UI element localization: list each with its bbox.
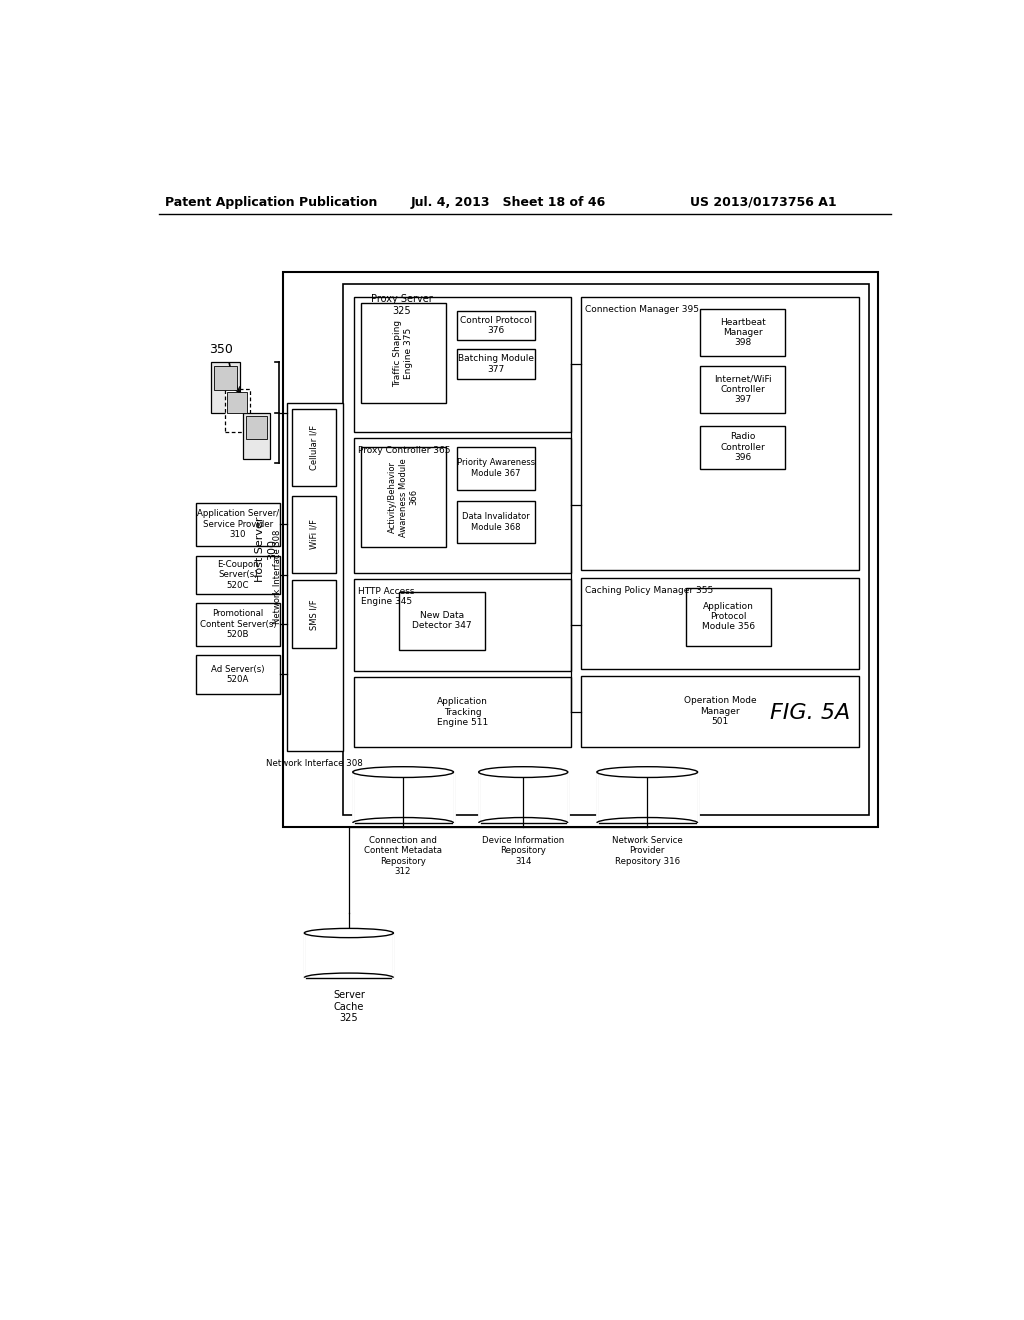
Bar	[354, 677, 571, 747]
Text: Operation Mode
Manager
501: Operation Mode Manager 501	[684, 697, 757, 726]
FancyBboxPatch shape	[225, 389, 250, 432]
Text: Internet/WiFi
Controller
397: Internet/WiFi Controller 397	[714, 375, 771, 404]
Text: Network Interface 308: Network Interface 308	[266, 759, 364, 768]
Ellipse shape	[304, 928, 393, 937]
Bar	[197, 503, 280, 545]
Text: Application
Protocol
Module 356: Application Protocol Module 356	[702, 602, 755, 631]
FancyBboxPatch shape	[243, 412, 270, 459]
Text: Application
Tracking
Engine 511: Application Tracking Engine 511	[437, 697, 488, 727]
Bar	[304, 933, 393, 978]
Text: Traffic Shaping
Engine 375: Traffic Shaping Engine 375	[393, 319, 413, 387]
Text: 350: 350	[209, 343, 232, 356]
Bar	[686, 589, 771, 645]
Text: Activity/Behavior
Awareness Module
366: Activity/Behavior Awareness Module 366	[388, 458, 418, 536]
Text: E-Coupon
Server(s)
520C: E-Coupon Server(s) 520C	[217, 560, 259, 590]
Bar	[582, 578, 859, 669]
Text: Data Invalidator
Module 368: Data Invalidator Module 368	[462, 512, 530, 532]
Text: Radio
Controller
396: Radio Controller 396	[720, 432, 765, 462]
Text: HTTP Access
Engine 345: HTTP Access Engine 345	[358, 586, 415, 606]
Bar	[292, 409, 337, 487]
FancyBboxPatch shape	[211, 363, 241, 412]
Text: Ad Server(s)
520A: Ad Server(s) 520A	[211, 664, 265, 684]
Bar	[292, 581, 337, 648]
Text: Network Interface 308: Network Interface 308	[273, 531, 282, 624]
Text: Server
Cache
325: Server Cache 325	[333, 990, 365, 1023]
Bar	[283, 272, 879, 826]
Text: Priority Awareness
Module 367: Priority Awareness Module 367	[457, 458, 536, 478]
Bar	[352, 772, 454, 822]
Text: US 2013/0173756 A1: US 2013/0173756 A1	[690, 195, 837, 209]
Bar	[458, 502, 535, 544]
Bar	[700, 366, 785, 412]
Text: Application Server/
Service Provider
310: Application Server/ Service Provider 310	[197, 510, 280, 539]
Bar	[292, 496, 337, 573]
Text: Batching Module
377: Batching Module 377	[458, 354, 535, 374]
Text: Cellular I/F: Cellular I/F	[309, 425, 318, 470]
Text: New Data
Detector 347: New Data Detector 347	[412, 611, 472, 630]
Bar	[354, 578, 571, 671]
Text: Heartbeat
Manager
398: Heartbeat Manager 398	[720, 318, 766, 347]
Bar	[399, 591, 484, 649]
Bar	[458, 312, 535, 341]
Text: Connection and
Content Metadata
Repository
312: Connection and Content Metadata Reposito…	[365, 836, 442, 876]
Text: Proxy Server
325: Proxy Server 325	[371, 294, 432, 315]
Bar	[582, 297, 859, 570]
Text: Proxy Controller 365: Proxy Controller 365	[358, 446, 451, 454]
Text: Control Protocol
376: Control Protocol 376	[460, 315, 532, 335]
Bar	[227, 392, 248, 412]
Bar	[700, 309, 785, 355]
Text: Promotional
Content Server(s)
520B: Promotional Content Server(s) 520B	[200, 610, 276, 639]
Bar	[197, 556, 280, 594]
Bar	[343, 284, 869, 816]
Bar	[197, 655, 280, 693]
Bar	[354, 297, 571, 432]
Text: Jul. 4, 2013   Sheet 18 of 46: Jul. 4, 2013 Sheet 18 of 46	[411, 195, 605, 209]
Bar	[197, 603, 280, 645]
Ellipse shape	[597, 767, 697, 777]
Bar	[458, 350, 535, 379]
Bar	[214, 366, 238, 391]
Bar	[700, 426, 785, 469]
Bar	[354, 438, 571, 573]
Text: Caching Policy Manager 355: Caching Policy Manager 355	[586, 586, 714, 595]
Text: Connection Manager 395: Connection Manager 395	[586, 305, 699, 314]
Bar	[597, 772, 697, 822]
Bar	[582, 676, 859, 747]
Bar	[458, 447, 535, 490]
Bar	[246, 416, 266, 438]
Bar	[478, 772, 568, 822]
Text: SMS I/F: SMS I/F	[309, 599, 318, 630]
Text: WiFi I/F: WiFi I/F	[309, 519, 318, 549]
Text: Device Information
Repository
314: Device Information Repository 314	[482, 836, 564, 866]
Text: FIG. 5A: FIG. 5A	[770, 702, 850, 723]
Bar	[287, 404, 343, 751]
Text: Patent Application Publication: Patent Application Publication	[165, 195, 378, 209]
Text: Network Service
Provider
Repository 316: Network Service Provider Repository 316	[612, 836, 683, 866]
Text: Host Server
300: Host Server 300	[255, 517, 276, 582]
Bar	[360, 304, 445, 404]
Bar	[360, 447, 445, 548]
Ellipse shape	[352, 767, 454, 777]
Ellipse shape	[478, 767, 568, 777]
